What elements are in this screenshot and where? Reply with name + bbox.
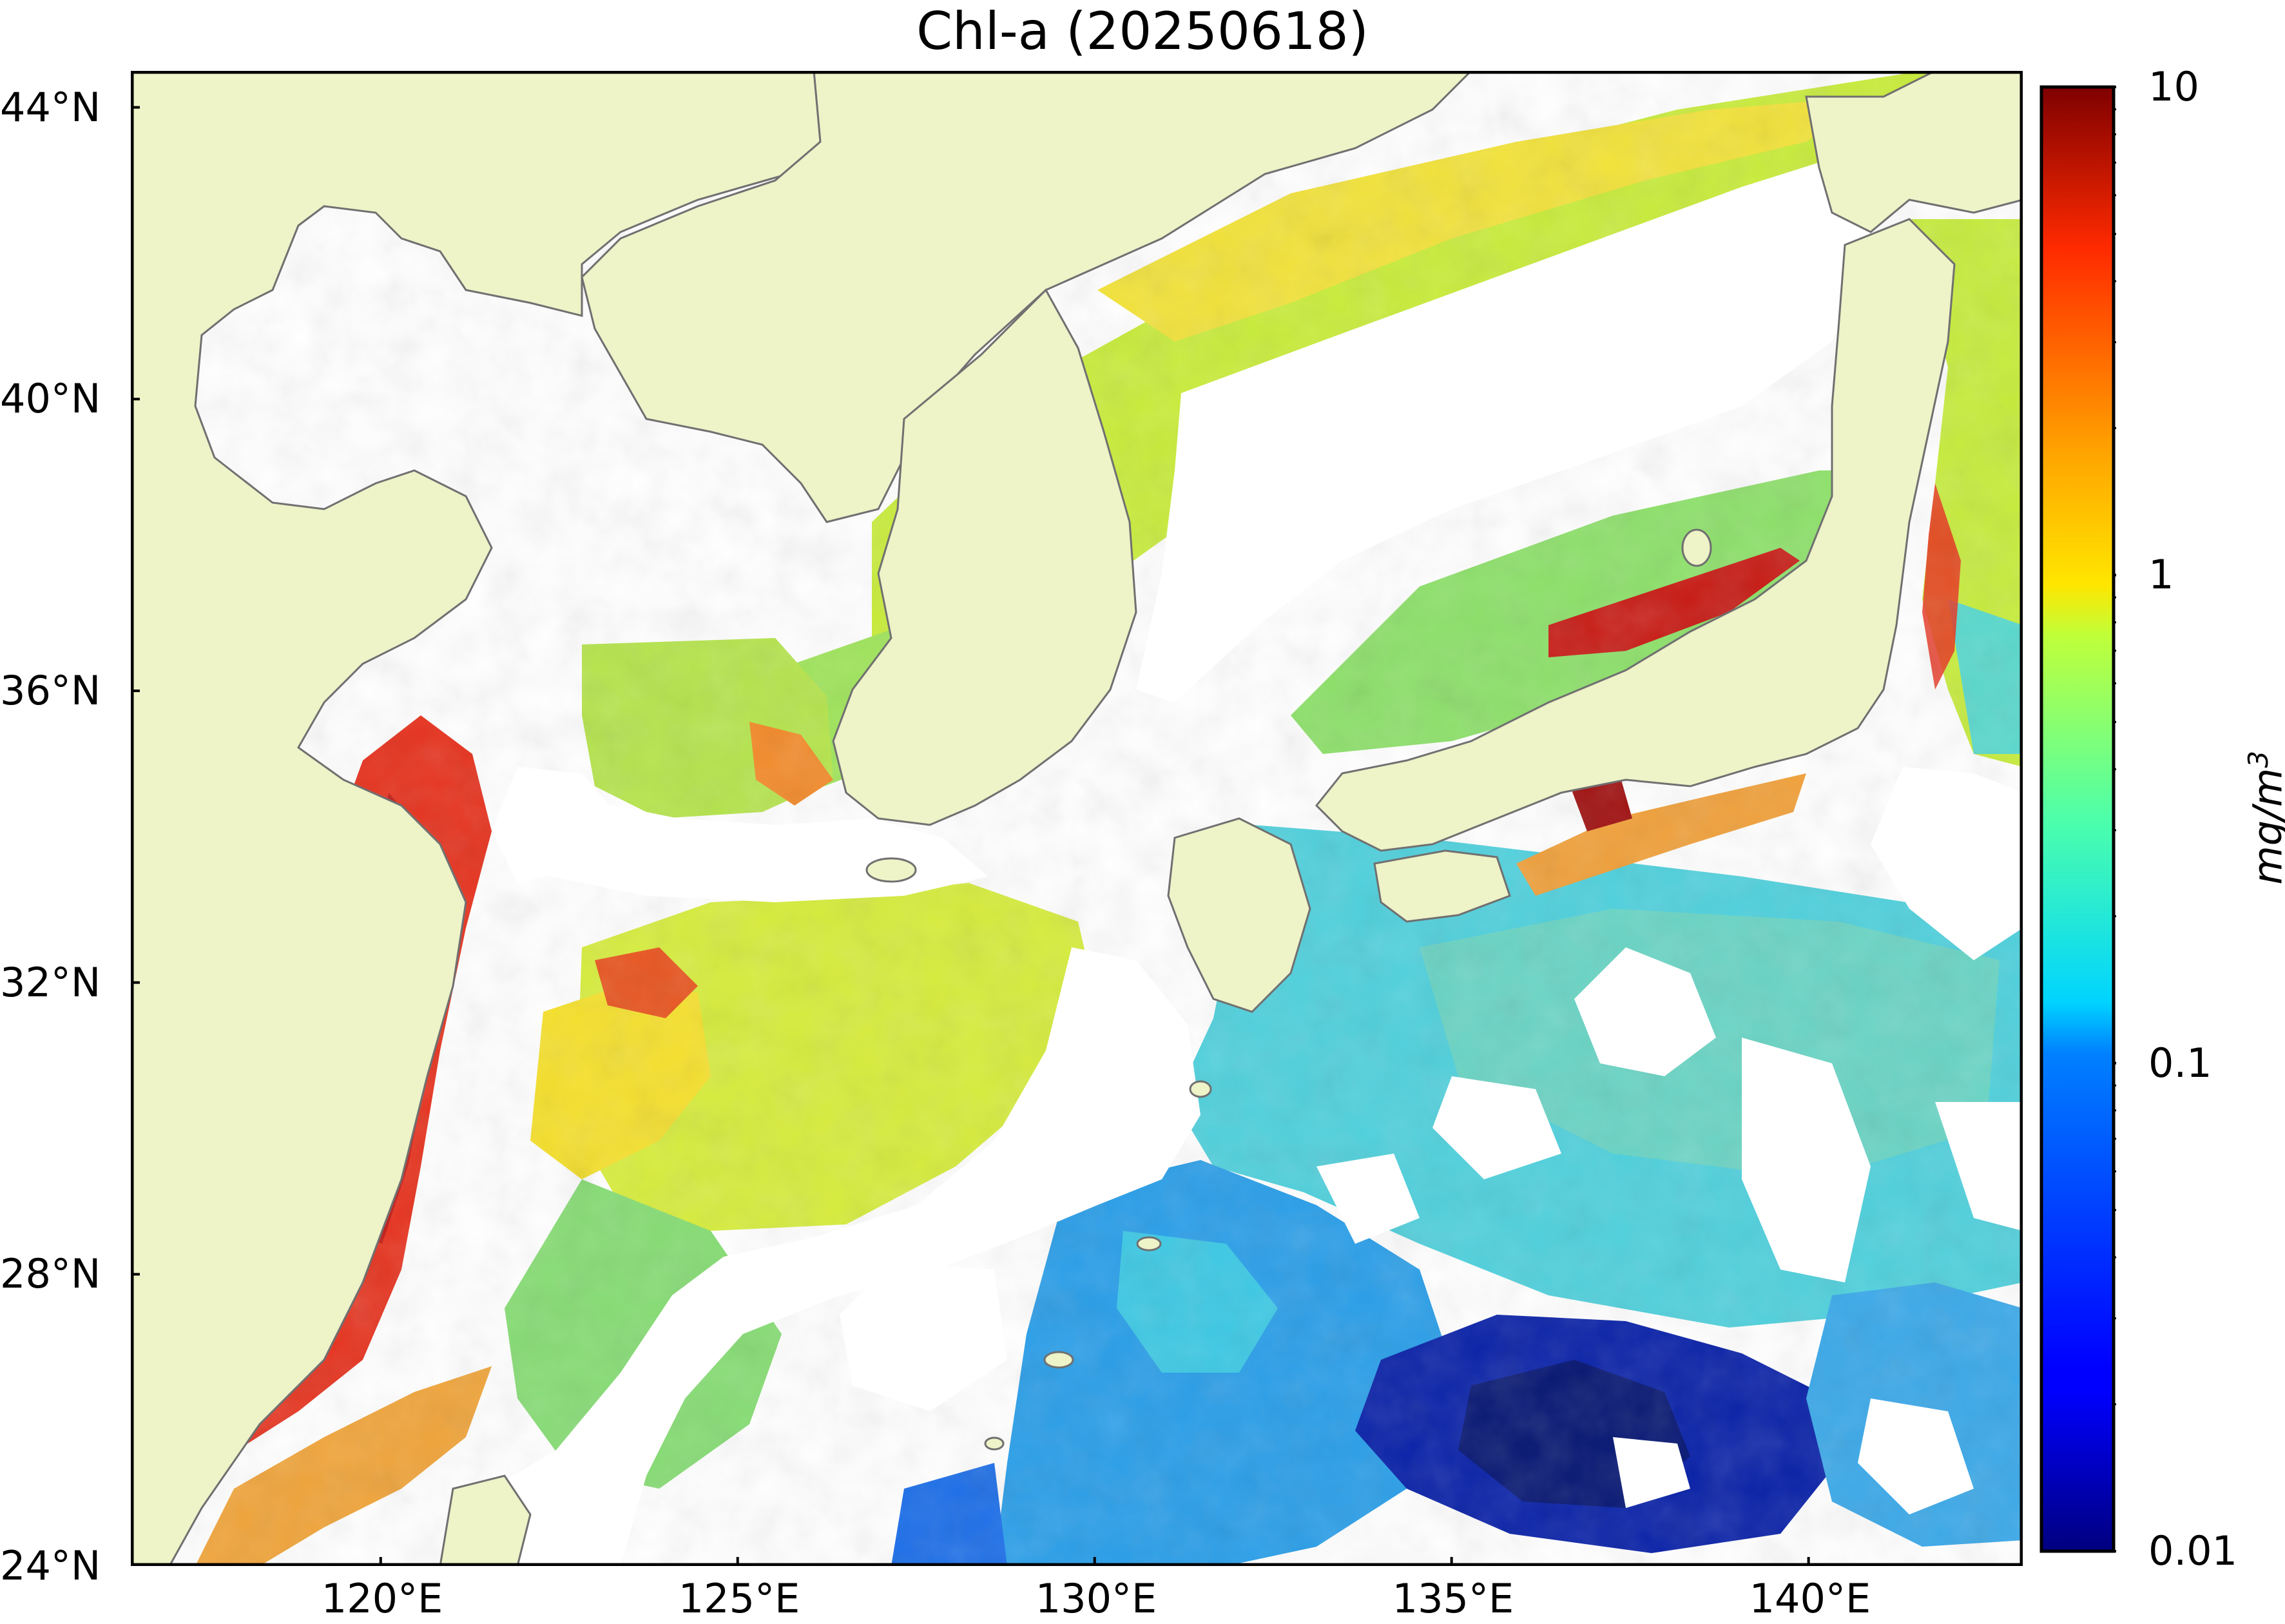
lat-tick-label: 44°N [0,83,101,131]
colorbar: 10 1 0.1 0.01 mg/m3 [2039,67,2285,1571]
lon-tick-marks [379,1557,1810,1566]
land-layer [133,73,2021,1564]
map-panel [131,71,2023,1566]
lon-tick-label: 140°E [1749,1575,1871,1622]
shikoku-landmass [1373,849,1511,923]
colorbar-gradient [2039,85,2125,1553]
lat-tick-label: 28°N [0,1250,101,1298]
jeju-island [865,857,917,883]
taiwan-landmass [439,1474,532,1564]
lat-tick-label: 40°N [0,375,101,423]
ryukyu-island [1043,1351,1074,1369]
honshu-landmass [1315,218,1956,852]
kyushu-landmass [1167,817,1311,1013]
korea-north-landmass [581,73,1471,523]
lat-tick-label: 36°N [0,666,101,714]
colorbar-tick-label: 0.1 [2148,1039,2212,1087]
lat-tick-marks [131,106,140,1566]
lon-tick-label: 130°E [1035,1575,1157,1622]
ryukyu-island [1136,1236,1162,1252]
map-title: Chl-a (20250618) [916,1,1369,61]
colorbar-tick-label: 1 [2148,551,2174,599]
chlorophyll-map [131,71,2023,1566]
colorbar-bar [2039,85,2116,1553]
map-frame [131,71,2023,1566]
lon-tick-label: 120°E [321,1575,443,1622]
colorbar-tick-label: 10 [2148,63,2199,110]
china-landmass [133,73,828,1564]
cloud-mask [467,148,2021,1564]
lon-tick-label: 125°E [678,1575,800,1622]
korea-peninsula-landmass [832,288,1137,826]
ryukyu-island [984,1436,1005,1451]
lat-tick-label: 32°N [0,958,101,1006]
ryukyu-island [1189,1080,1212,1098]
lon-tick-label: 135°E [1392,1575,1514,1622]
colorbar-tick-label: 0.01 [2148,1527,2238,1574]
sado-island [1681,528,1712,567]
hokkaido-landmass [1805,73,2021,233]
lat-tick-label: 24°N [0,1542,101,1589]
colorbar-unit: mg/m3 [2242,750,2285,885]
